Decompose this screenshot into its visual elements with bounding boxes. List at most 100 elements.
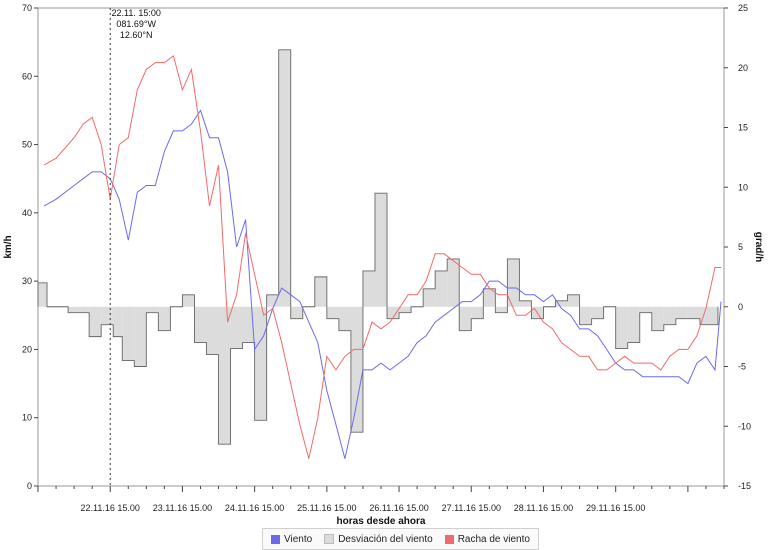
deviation-bar [435, 270, 448, 307]
deviation-bar [290, 306, 303, 319]
deviation-bar [663, 306, 676, 325]
x-tick-label: 28.11.16 15.00 [514, 503, 573, 513]
deviation-bar [675, 306, 688, 319]
y-right-tick-label: 20 [738, 63, 748, 73]
y-left-tick-label: 30 [22, 276, 32, 286]
deviation-bar [651, 306, 664, 331]
cursor-lon: 081.69°W [116, 19, 156, 29]
axes-layer: 0 10 20 30 40 50 60 70 -15 -10 -5 0 5 10 15 20 25 22.11.1… [22, 3, 751, 513]
deviation-bar [387, 306, 400, 319]
cursor-lat: 12.60°N [120, 30, 153, 40]
deviation-bar [230, 306, 243, 349]
deviation-bar [194, 306, 207, 343]
deviation-bar [80, 306, 90, 313]
cursor-date: 22.11. 15:00 [112, 8, 161, 18]
y-right-tick-label: 25 [738, 3, 748, 13]
deviation-bar [555, 300, 568, 307]
series-line-racha [43, 54, 721, 459]
x-tick-label: 22.11.16 15.00 [81, 503, 140, 513]
y-left-tick-label: 20 [22, 344, 32, 354]
deviation-bar [38, 282, 48, 307]
y-left-tick-label: 40 [22, 208, 32, 218]
deviation-bar [218, 306, 231, 445]
deviation-outline [37, 49, 719, 445]
deviation-bar [627, 306, 640, 343]
deviation-layer [37, 49, 719, 445]
deviation-bar [206, 306, 219, 355]
lines-layer [43, 54, 722, 459]
y-right-tick-label: 0 [738, 302, 743, 312]
deviation-bar [182, 294, 195, 307]
deviation-bar [374, 193, 388, 307]
legend-label-racha: Racha de viento [457, 533, 530, 545]
legend-item-racha[interactable]: Racha de viento [444, 533, 530, 545]
deviation-bar [326, 306, 339, 319]
y-right-tick-label: 5 [738, 242, 743, 252]
deviation-bar [699, 306, 712, 325]
y-axis-right-label: grad/h [753, 232, 764, 263]
legend-swatch-racha [444, 534, 454, 544]
y-right-tick-label: 10 [738, 182, 748, 192]
y-right-tick-label: -5 [738, 362, 746, 372]
deviation-bar [146, 306, 159, 313]
deviation-bar [266, 294, 279, 307]
deviation-bar [122, 306, 135, 361]
deviation-bar [579, 306, 592, 325]
legend-item-viento[interactable]: Viento [271, 534, 312, 545]
deviation-bar [242, 306, 255, 343]
y-left-tick-label: 0 [27, 481, 32, 491]
deviation-bar [423, 288, 436, 307]
y-axis-left-label: km/h [3, 235, 14, 258]
deviation-bar [519, 300, 532, 307]
legend-swatch-desviacion [324, 534, 335, 544]
x-tick-label: 27.11.16 15.00 [442, 503, 501, 513]
deviation-bar [89, 306, 102, 337]
deviation-bar [567, 294, 580, 307]
deviation-bar [711, 306, 718, 325]
x-tick-label: 23.11.16 15.00 [153, 503, 212, 513]
deviation-bar [483, 288, 496, 307]
x-axis-label: horas desde ahora [337, 516, 426, 527]
series-line-viento [43, 109, 722, 459]
deviation-bar [278, 49, 291, 307]
deviation-bar [254, 306, 267, 421]
x-tick-label: 24.11.16 15.00 [225, 503, 284, 513]
deviation-bar [459, 306, 472, 331]
y-left-tick-label: 70 [22, 3, 32, 13]
deviation-bar [447, 258, 460, 307]
y-left-tick-label: 50 [22, 140, 32, 150]
deviation-bar [338, 306, 351, 331]
deviation-bar [158, 306, 171, 331]
legend-item-desviacion[interactable]: Desviación del viento [324, 534, 433, 545]
y-right-tick-label: -15 [738, 481, 751, 491]
y-right-tick-label: -10 [738, 421, 751, 431]
deviation-bar [591, 306, 604, 319]
deviation-bar [113, 306, 123, 337]
y-right-tick-label: 15 [738, 123, 748, 133]
deviation-bar [495, 306, 508, 313]
legend-label-desviacion: Desviación del viento [338, 533, 433, 545]
deviation-bar [687, 306, 700, 319]
deviation-bar [68, 306, 81, 313]
deviation-bar [101, 306, 111, 325]
legend-label-viento: Viento [284, 533, 313, 545]
legend: Viento Desviación del viento Racha de vi… [262, 528, 539, 550]
deviation-bar [110, 306, 114, 325]
deviation-bar [471, 306, 484, 319]
deviation-bar [507, 258, 520, 307]
legend-swatch-viento [271, 534, 280, 544]
chart-svg: 0 10 20 30 40 50 60 70 -15 -10 -5 0 5 10 15 20 25 22.11.1… [3, 3, 764, 527]
y-left-tick-label: 60 [22, 71, 32, 81]
deviation-bar [399, 306, 412, 313]
x-tick-label: 26.11.16 15.00 [369, 503, 428, 513]
deviation-bar [639, 306, 652, 313]
deviation-bar [350, 306, 363, 433]
x-tick-label: 29.11.16 15.00 [586, 503, 645, 513]
x-tick-label: 25.11.16 15.00 [297, 503, 356, 513]
deviation-bar [615, 306, 628, 349]
deviation-bar [134, 306, 147, 367]
y-left-tick-label: 10 [22, 413, 32, 423]
deviation-bar [362, 270, 375, 307]
